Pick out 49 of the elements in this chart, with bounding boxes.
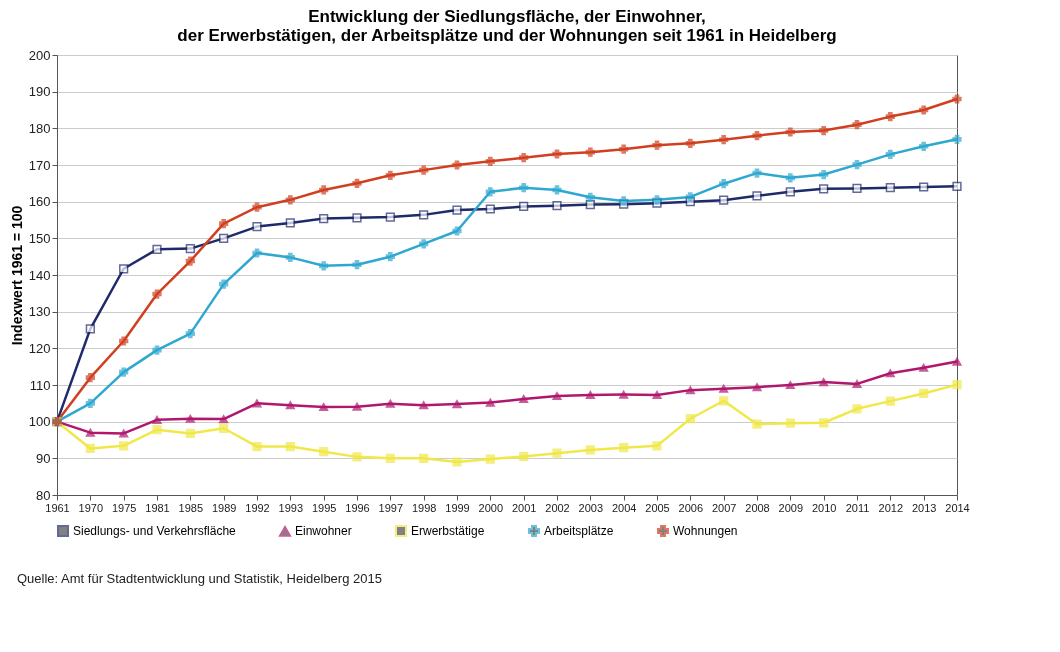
x-tick-label: 1970 [78,501,104,514]
x-tick-label: 2000 [478,501,504,514]
x-tick-label: 1996 [345,501,370,514]
x-tick-label: 1981 [145,501,170,514]
x-tick-label: 2014 [945,501,970,514]
x-tick-label: 2011 [845,501,870,514]
x-tick-label: 1995 [311,501,337,514]
y-tick-label: 190 [28,84,51,100]
legend-label: Einwohner [295,524,352,539]
x-tick-label: 1998 [411,501,437,514]
x-tick-label: 1989 [211,501,237,514]
y-tick-label: 80 [36,487,51,503]
legend-label: Siedlungs- und Verkehrsfläche [73,524,237,538]
x-tick-label: 2002 [545,501,570,514]
x-tick-label: 1999 [445,501,470,514]
x-tick-label: 1961 [45,501,70,514]
chart-title: Entwicklung der Siedlungsfläche, der Einwohner, der Erwerbstätigen, der Arbeitsplätze und der Wohnungen seit 1961 in Heidelberg [177,7,837,45]
x-tick-label: 1997 [378,501,404,514]
x-tick-label: 2010 [811,501,837,514]
legend-label: Wohnungen [673,524,738,538]
x-tick-label: 2001 [511,501,537,514]
y-tick-label: 180 [28,120,51,136]
y-tick-label: 120 [28,340,51,356]
y-tick-label: 100 [28,414,51,430]
legend-label: Erwerbstätige [411,524,485,538]
y-tick-label: 130 [28,304,51,320]
y-tick-label: 90 [36,450,51,466]
source-note: Quelle: Amt für Stadtentwicklung und Statistik, Heidelberg 2015 [17,571,382,586]
x-tick-label: 2009 [778,501,804,514]
legend-label: Arbeitsplätze [544,524,614,538]
x-tick-label: 2012 [878,501,904,514]
y-axis-title: Indexwert 1961 = 100 [8,205,25,346]
x-tick-label: 2006 [678,501,704,514]
y-tick-label: 140 [28,267,51,283]
y-tick-label: 160 [28,194,51,210]
x-tick-label: 2013 [911,501,937,514]
x-tick-label: 1992 [245,501,270,514]
y-tick-label: 150 [28,230,51,246]
x-tick-label: 1975 [111,501,137,514]
x-tick-label: 2008 [745,501,770,514]
y-tick-label: 110 [29,377,51,393]
x-tick-label: 2007 [711,501,737,514]
y-tick-label: 200 [28,47,51,63]
x-tick-label: 1993 [278,501,304,514]
x-tick-label: 2005 [645,501,670,514]
x-tick-label: 1985 [178,501,204,514]
x-tick-label: 2003 [578,501,604,514]
y-tick-label: 170 [28,157,51,173]
x-tick-label: 2004 [611,501,637,514]
